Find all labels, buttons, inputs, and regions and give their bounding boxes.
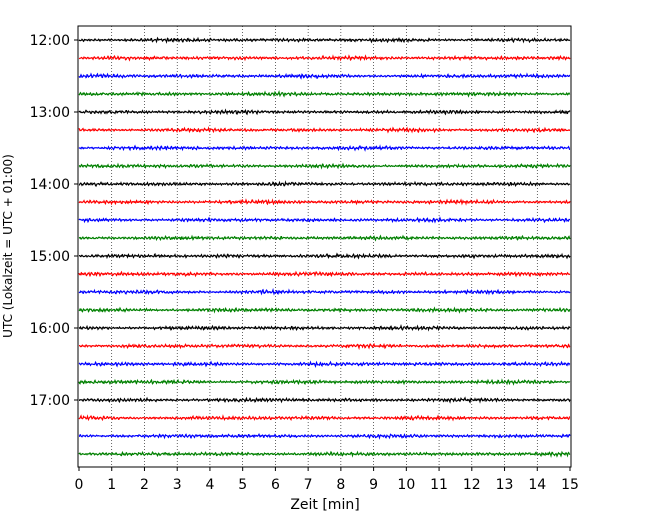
trace-1230 (78, 72, 571, 80)
trace-1315 (78, 126, 571, 134)
trace-1645 (78, 378, 571, 386)
trace-1200 (78, 36, 571, 44)
x-tick-label-13: 13 (496, 477, 514, 493)
x-tick-label-8: 8 (336, 477, 345, 493)
trace-1630 (78, 360, 571, 368)
x-tick-label-12: 12 (463, 477, 481, 493)
x-tick-label-7: 7 (304, 477, 313, 493)
y-tick-label-13:00: 13:00 (30, 105, 70, 121)
x-tick-label-14: 14 (528, 477, 546, 493)
y-axis-ticks: 12:00 13:00 14:00 15:00 16:00 17:00 (30, 33, 78, 409)
trace-1730 (78, 433, 571, 440)
x-tick-label-11: 11 (430, 477, 448, 493)
trace-1215 (78, 54, 571, 62)
x-tick-label-3: 3 (173, 477, 182, 493)
trace-1345 (78, 162, 571, 170)
trace-1745 (78, 450, 571, 459)
y-tick-label-12:00: 12:00 (30, 33, 70, 49)
y-tick-label-14:00: 14:00 (30, 177, 70, 193)
trace-1415 (78, 198, 571, 206)
y-axis-label: UTC (Lokalzeit = UTC + 01:00) (1, 154, 15, 338)
trace-1330 (78, 144, 571, 152)
trace-1515 (78, 270, 571, 278)
trace-1530 (78, 287, 571, 296)
plot-frame (77, 25, 572, 468)
x-tick-label-9: 9 (369, 477, 378, 493)
trace-1430 (78, 215, 571, 224)
x-axis-label: Zeit [min] (290, 497, 359, 513)
seismic-traces (78, 36, 571, 459)
x-tick-label-5: 5 (238, 477, 247, 493)
trace-1445 (78, 234, 571, 242)
trace-1500 (78, 252, 571, 260)
y-tick-label-17:00: 17:00 (30, 393, 70, 409)
x-tick-label-4: 4 (205, 477, 214, 493)
trace-1600 (78, 323, 571, 332)
trace-1545 (78, 306, 571, 314)
x-tick-label-15: 15 (561, 477, 579, 493)
trace-1400 (78, 180, 571, 188)
y-tick-label-16:00: 16:00 (30, 321, 70, 337)
trace-1700 (78, 396, 571, 404)
trace-1300 (78, 108, 571, 116)
trace-1715 (78, 414, 571, 422)
trace-1245 (78, 90, 571, 98)
x-axis-ticks: 0 1 2 3 4 5 6 7 8 9 10 11 12 13 14 15 (75, 467, 579, 493)
x-tick-label-2: 2 (140, 477, 149, 493)
x-tick-label-10: 10 (397, 477, 415, 493)
x-tick-label-6: 6 (271, 477, 280, 493)
x-tick-label-0: 0 (75, 477, 84, 493)
y-tick-label-15:00: 15:00 (30, 249, 70, 265)
x-tick-label-1: 1 (107, 477, 116, 493)
trace-1615 (78, 342, 571, 351)
